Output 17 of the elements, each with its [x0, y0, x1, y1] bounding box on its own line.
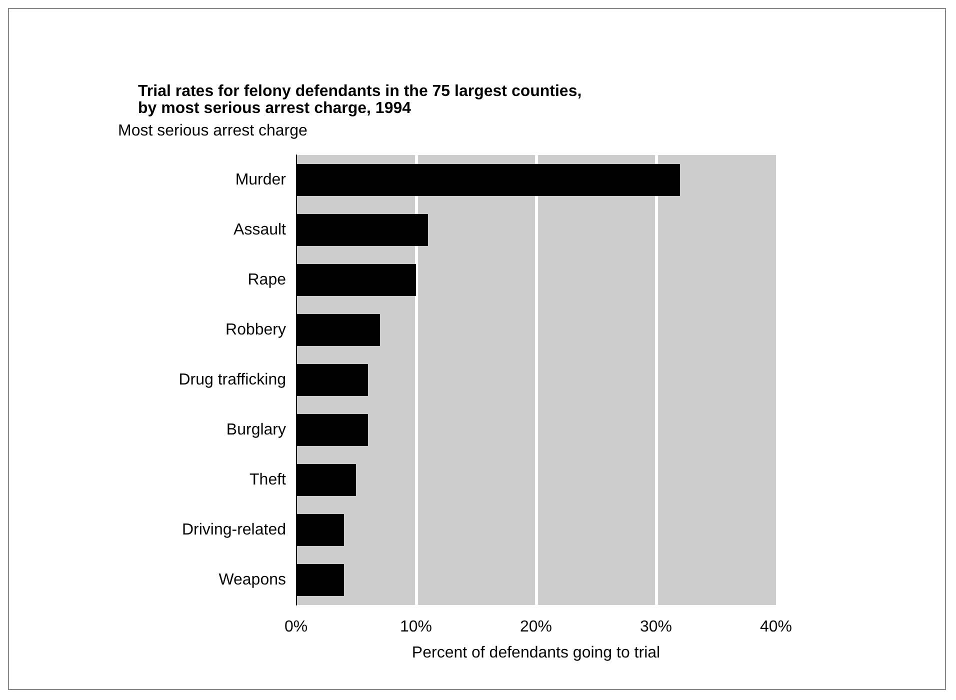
x-tick-label: 30% — [640, 618, 672, 636]
y-axis-title: Most serious arrest charge — [118, 122, 308, 140]
y-tick-label: Weapons — [218, 572, 286, 588]
x-tick-label: 0% — [284, 618, 308, 636]
y-tick-label: Assault — [234, 222, 287, 238]
x-axis-title: Percent of defendants going to trial — [412, 644, 660, 662]
x-tick-label: 10% — [400, 618, 432, 636]
y-tick-label: Murder — [235, 172, 287, 188]
y-tick-label: Driving-related — [182, 522, 286, 538]
y-tick-label: Drug trafficking — [178, 372, 286, 388]
y-tick-label: Theft — [250, 472, 287, 488]
y-tick-label: Burglary — [226, 422, 286, 438]
y-tick-label: Rape — [248, 272, 286, 288]
x-tick-label: 20% — [520, 618, 552, 636]
y-tick-label: Robbery — [226, 322, 286, 338]
x-tick-label: 40% — [760, 618, 792, 636]
chart-title: Trial rates for felony defendants in the 75 largest counties, by most serious arrest charge, 1994 — [138, 83, 582, 117]
